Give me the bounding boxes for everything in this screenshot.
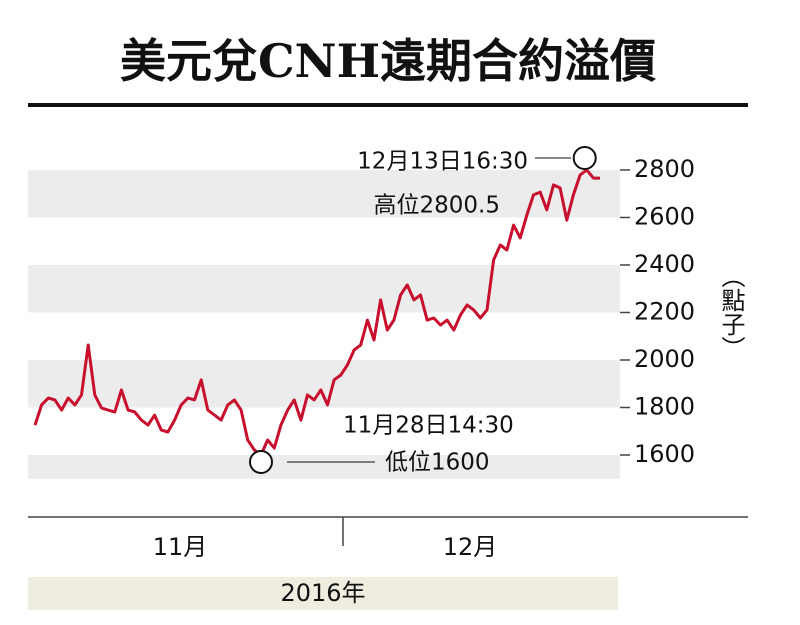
y-tick-label: 1800	[634, 392, 695, 420]
annotation: 11月28日14:30	[343, 413, 514, 439]
y-tick-label: 2000	[634, 345, 695, 373]
x-label: 11月	[153, 533, 208, 561]
y-tick-label: 1600	[634, 440, 695, 468]
year-box	[28, 577, 618, 610]
y-tick-label: 2200	[634, 297, 695, 325]
annotation: 低位1600	[385, 450, 490, 476]
bands	[28, 169, 620, 479]
y-tick-label: 2600	[634, 202, 695, 230]
band	[28, 264, 620, 313]
y-tick-label: 2800	[634, 155, 695, 183]
y-tick-label: 2400	[634, 250, 695, 278]
band	[28, 169, 620, 218]
high-marker	[572, 146, 597, 170]
line	[33, 168, 600, 457]
chart-title: 美元兌CNH遠期合約溢價	[120, 34, 656, 88]
y-axis-label: （點子）	[717, 264, 745, 360]
year-label: 2016年	[280, 579, 365, 607]
low-marker	[249, 450, 273, 474]
annotation: 12月13日16:30	[357, 149, 528, 175]
band	[28, 454, 620, 479]
annotation: 高位2800.5	[374, 193, 500, 219]
x-label: 12月	[443, 533, 498, 561]
